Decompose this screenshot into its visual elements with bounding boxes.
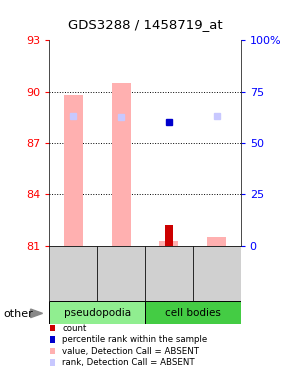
Bar bbox=[49, 301, 145, 324]
Text: rank, Detection Call = ABSENT: rank, Detection Call = ABSENT bbox=[62, 358, 195, 367]
Bar bbox=[145, 301, 241, 324]
Bar bbox=[64, 95, 83, 246]
Text: value, Detection Call = ABSENT: value, Detection Call = ABSENT bbox=[62, 347, 199, 356]
Bar bbox=[145, 246, 193, 301]
Text: count: count bbox=[62, 324, 87, 333]
Text: GDS3288 / 1458719_at: GDS3288 / 1458719_at bbox=[68, 18, 222, 31]
Bar bbox=[165, 225, 173, 246]
Bar bbox=[50, 348, 55, 354]
Bar bbox=[50, 336, 55, 343]
Text: pseudopodia: pseudopodia bbox=[64, 308, 131, 318]
Polygon shape bbox=[31, 309, 43, 318]
Bar bbox=[49, 246, 97, 301]
Text: cell bodies: cell bodies bbox=[165, 308, 221, 318]
Bar bbox=[160, 241, 178, 246]
Bar bbox=[193, 246, 241, 301]
Bar bbox=[111, 83, 130, 246]
Bar bbox=[97, 246, 145, 301]
Bar bbox=[50, 359, 55, 366]
Text: other: other bbox=[3, 309, 33, 319]
Bar bbox=[207, 237, 226, 246]
Bar bbox=[50, 324, 55, 331]
Text: percentile rank within the sample: percentile rank within the sample bbox=[62, 335, 208, 344]
